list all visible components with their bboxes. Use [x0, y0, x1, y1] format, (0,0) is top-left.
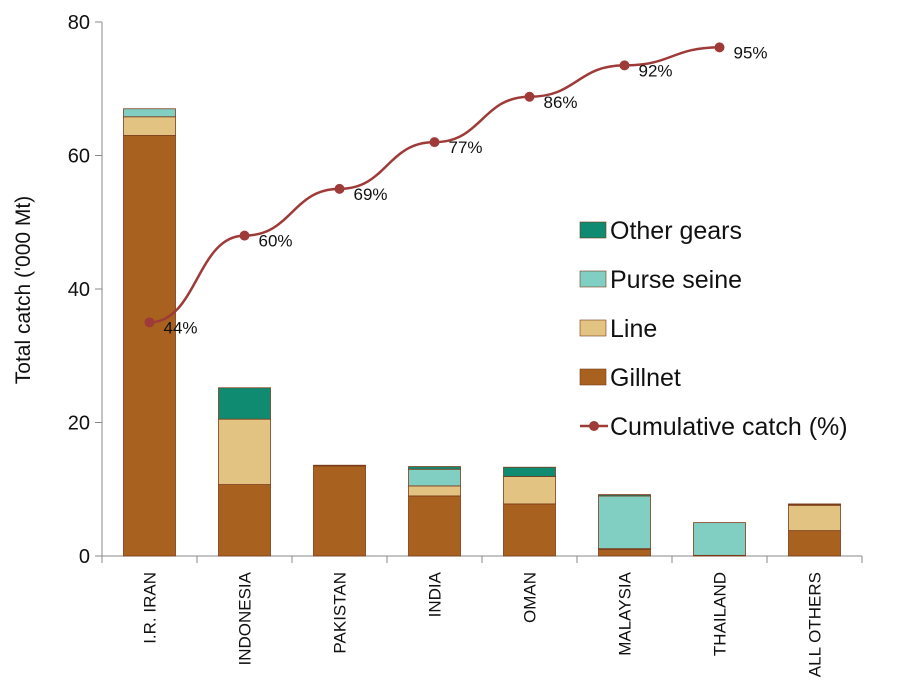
bar-segment-gillnet [408, 495, 461, 557]
cumulative-point [334, 183, 345, 194]
bar-segment-other-gears [218, 387, 271, 420]
cumulative-line: 44% 60% 69% 77% 86% 92% 95% [144, 42, 768, 337]
bar-segment-other-gears [788, 503, 841, 506]
legend-label: Cumulative catch (%) [610, 413, 848, 441]
bar-segment-gillnet [123, 135, 176, 557]
cumulative-point [429, 137, 440, 148]
legend-swatch [579, 368, 607, 386]
cumulative-label: 92% [639, 61, 673, 80]
bar-segment-line [788, 504, 841, 532]
bar-segment-other-gears [503, 466, 556, 477]
y-tick-label: 20 [68, 413, 90, 435]
x-category-label: INDIA [426, 571, 445, 617]
cumulative-point [524, 91, 535, 102]
legend-swatch [579, 270, 607, 288]
bar-segment-purse-seine [408, 468, 461, 487]
cumulative-label: 95% [734, 43, 768, 62]
x-category-label: I.R. IRAN [141, 572, 160, 644]
bar-segment-line [123, 116, 176, 136]
x-category-label: THAILAND [711, 572, 730, 656]
legend-swatch [579, 319, 607, 337]
bar-segment-purse-seine [123, 108, 176, 118]
bar-segment-line [218, 418, 271, 485]
x-category-label: ALL OTHERS [806, 572, 825, 677]
bar-segment-line [503, 476, 556, 505]
legend-label: Purse seine [610, 266, 742, 294]
legend-swatch [579, 221, 607, 239]
bar-segment-line [313, 464, 366, 467]
axes: 0 20 40 60 80 I.R. IRAN INDONESIA PAKISTAN INDIA… [68, 12, 863, 677]
y-tick-label: 0 [79, 546, 90, 568]
bar-segment-purse-seine [598, 495, 651, 550]
x-category-label: MALAYSIA [616, 571, 635, 655]
y-axis-title: Total catch ('000 Mt) [12, 196, 35, 384]
bar-segment-gillnet [218, 484, 271, 557]
y-tick-label: 80 [68, 12, 90, 34]
x-category-label: INDONESIA [236, 571, 255, 665]
x-category-label: OMAN [521, 572, 540, 623]
cumulative-label: 77% [449, 138, 483, 157]
legend-label: Other gears [610, 217, 742, 245]
cumulative-point [144, 317, 155, 328]
legend: Other gears Purse seine Line Gillnet Cumulat… [579, 217, 848, 441]
x-category-label: PAKISTAN [331, 572, 350, 654]
cumulative-point [619, 60, 630, 71]
cumulative-label: 69% [354, 185, 388, 204]
bar-segment-purse-seine [693, 522, 746, 556]
y-tick-label: 40 [68, 279, 90, 301]
cumulative-label: 86% [544, 93, 578, 112]
bar-segment-gillnet [788, 530, 841, 557]
legend-label: Line [610, 315, 657, 343]
cumulative-label: 44% [164, 318, 198, 337]
bar-segment-gillnet [503, 503, 556, 557]
bar-segment-gillnet [598, 548, 651, 557]
y-tick-label: 60 [68, 146, 90, 168]
cumulative-label: 60% [259, 232, 293, 251]
bar-segment-other-gears [408, 466, 461, 470]
bars [123, 108, 841, 557]
bar-segment-line [408, 485, 461, 497]
legend-marker-swatch [589, 421, 599, 431]
cumulative-point [714, 42, 725, 53]
cumulative-point [239, 230, 250, 241]
legend-label: Gillnet [610, 364, 681, 392]
bar-segment-gillnet [313, 465, 366, 557]
bar-segment-other-gears [598, 494, 651, 497]
